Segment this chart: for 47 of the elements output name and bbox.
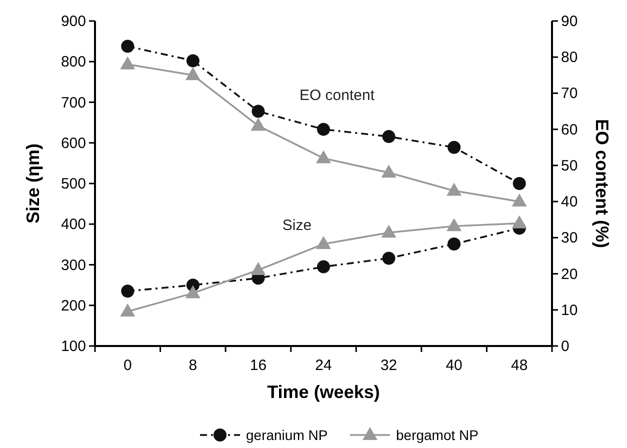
x-tick-label: 24 bbox=[315, 357, 332, 374]
point bbox=[250, 118, 266, 131]
annotation: EO content bbox=[299, 87, 376, 104]
y2-tick-label: 50 bbox=[561, 157, 578, 174]
y2-tick-label: 30 bbox=[561, 230, 578, 247]
y-tick-label: 800 bbox=[60, 54, 86, 71]
y-tick-label: 400 bbox=[60, 216, 86, 234]
x-tick-label: 40 bbox=[446, 357, 462, 374]
y2-tick-label: 80 bbox=[561, 49, 578, 66]
x-tick-label: 0 bbox=[123, 357, 132, 374]
y2-axis-title: EO content (%) bbox=[592, 119, 612, 248]
annotation: Size bbox=[282, 217, 312, 234]
point bbox=[317, 122, 330, 136]
y2-tick-label: 60 bbox=[561, 121, 578, 138]
y2-tick-label: 20 bbox=[561, 266, 578, 283]
y-tick-label: 200 bbox=[60, 297, 86, 314]
point bbox=[185, 67, 200, 80]
point bbox=[448, 140, 461, 154]
point bbox=[382, 130, 396, 144]
x-axis-title: Time (weeks) bbox=[267, 382, 380, 402]
y-tick-label: 900 bbox=[60, 13, 86, 30]
legend-label: geranium NP bbox=[246, 427, 328, 443]
y2-tick-label: 0 bbox=[561, 338, 570, 355]
point bbox=[316, 150, 331, 164]
y-tick-label: 300 bbox=[60, 256, 86, 274]
x-tick-label: 48 bbox=[511, 357, 528, 374]
legend-label: bergamot NP bbox=[396, 427, 478, 443]
y-tick-label: 700 bbox=[60, 94, 86, 112]
y-axis-title: Size (ηm) bbox=[23, 143, 43, 224]
x-tick-label: 16 bbox=[250, 357, 267, 374]
point bbox=[446, 182, 462, 196]
y2-tick-label: 40 bbox=[561, 194, 578, 211]
point bbox=[381, 164, 396, 178]
y2-tick-label: 90 bbox=[561, 13, 578, 30]
point bbox=[512, 194, 527, 207]
point bbox=[252, 104, 265, 118]
point bbox=[120, 56, 136, 70]
point bbox=[512, 177, 526, 190]
y2-tick-label: 70 bbox=[561, 85, 578, 102]
y-tick-label: 600 bbox=[60, 134, 86, 152]
point bbox=[121, 40, 134, 53]
x-tick-label: 32 bbox=[380, 357, 398, 374]
point bbox=[186, 54, 200, 68]
x-tick-label: 8 bbox=[188, 357, 198, 374]
y-tick-label: 100 bbox=[60, 338, 86, 355]
y-tick-label: 500 bbox=[60, 176, 86, 192]
y2-tick-label: 10 bbox=[561, 302, 578, 319]
